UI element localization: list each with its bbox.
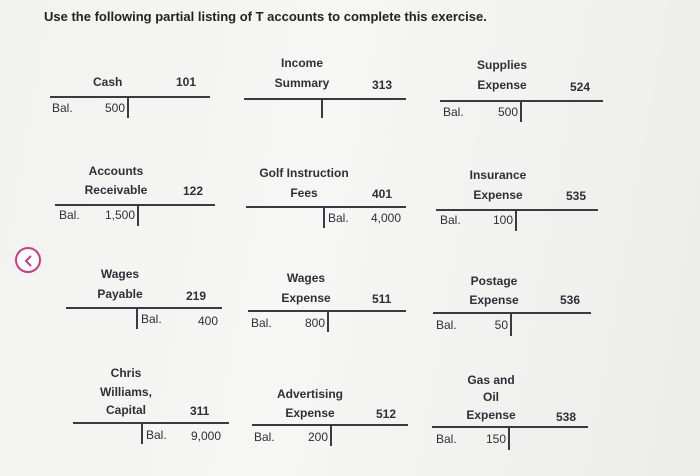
account-name-line3: Capital — [105, 403, 146, 417]
account-name-line1: Advertising — [276, 387, 343, 401]
account-name-line2: Payable — [97, 287, 143, 301]
debit-balance: 50 — [494, 318, 508, 332]
account-name-line2: Expense — [285, 406, 335, 420]
t-account-divider — [520, 100, 522, 122]
account-name-line1: Accounts — [88, 164, 144, 178]
balance-label: Bal. — [141, 312, 162, 326]
account-name-line1: Postage — [470, 274, 518, 288]
t-account-divider — [323, 206, 325, 228]
t-account-divider — [510, 312, 512, 336]
t-account-line — [436, 209, 598, 211]
account-name-line1: Wages — [286, 271, 326, 285]
account-name-line1: Income — [280, 56, 323, 70]
account-name-line1: Supplies — [476, 58, 527, 72]
balance-label: Bal. — [146, 428, 167, 442]
t-account-divider — [137, 204, 139, 226]
t-account-line — [433, 312, 591, 314]
account-number: 524 — [570, 80, 591, 94]
t-account-line — [55, 204, 215, 206]
balance-label: Bal. — [59, 208, 80, 222]
account-name-line1: Wages — [100, 267, 140, 281]
account-number: 401 — [372, 187, 393, 201]
t-account-divider — [136, 307, 138, 329]
balance-label: Bal. — [436, 432, 457, 446]
account-name-line2: Expense — [477, 78, 527, 92]
t-account-line — [66, 307, 222, 309]
t-account-divider — [127, 96, 129, 118]
account-number: 535 — [566, 189, 587, 203]
t-account-line — [73, 422, 229, 424]
balance-label: Bal. — [443, 105, 464, 119]
account-name-line2: Fees — [290, 186, 318, 200]
debit-balance: 200 — [307, 430, 328, 444]
t-account-line — [244, 98, 406, 100]
t-account-divider — [330, 424, 332, 446]
t-account-divider — [141, 422, 143, 444]
account-number: 511 — [372, 292, 392, 306]
balance-label: Bal. — [251, 316, 272, 330]
debit-balance: 500 — [104, 101, 125, 115]
balance-label: Bal. — [254, 430, 275, 444]
t-account-divider — [321, 98, 323, 118]
credit-balance: 400 — [198, 314, 219, 328]
balance-label: Bal. — [52, 101, 73, 115]
debit-balance: 100 — [492, 213, 513, 227]
debit-balance: 1,500 — [104, 208, 135, 222]
chevron-left-icon — [24, 255, 32, 267]
t-account-line — [50, 96, 210, 98]
balance-label: Bal. — [440, 213, 461, 227]
account-name-line1: Insurance — [469, 168, 527, 182]
account-name-line2: Expense — [469, 293, 519, 307]
account-name-line2: Expense — [473, 188, 523, 202]
t-account-line — [432, 426, 588, 428]
account-name-line1: Golf Instruction — [259, 166, 349, 180]
credit-balance: 4,000 — [371, 211, 402, 225]
t-account-divider — [327, 310, 329, 332]
account-name: Cash — [93, 75, 123, 89]
credit-balance: 9,000 — [191, 429, 222, 443]
account-number: 219 — [186, 289, 207, 303]
account-number: 512 — [376, 407, 397, 421]
debit-balance: 150 — [485, 432, 506, 446]
balance-label: Bal. — [436, 318, 457, 332]
account-number: 538 — [556, 410, 577, 424]
account-name-line1: Chris — [110, 366, 142, 380]
back-button[interactable] — [15, 247, 41, 273]
account-name-line2: Expense — [281, 291, 331, 305]
account-name-line2: Oil — [482, 390, 499, 404]
account-number: 122 — [183, 184, 204, 198]
debit-balance: 500 — [497, 105, 518, 119]
account-number: 536 — [560, 293, 581, 307]
account-name-line1: Gas and — [467, 373, 515, 387]
account-name-line2: Williams, — [100, 385, 152, 399]
t-account-divider — [508, 426, 510, 450]
account-number: 101 — [176, 75, 197, 89]
balance-label: Bal. — [328, 211, 349, 225]
account-number: 313 — [372, 78, 393, 92]
t-account-line — [246, 206, 406, 208]
account-name-line3: Expense — [466, 408, 516, 422]
t-account-divider — [515, 209, 517, 231]
account-name-line2: Receivable — [84, 183, 148, 197]
debit-balance: 800 — [304, 316, 325, 330]
account-number: 311 — [190, 404, 210, 418]
account-name-line2: Summary — [274, 76, 330, 90]
instructions: Use the following partial listing of T a… — [44, 9, 487, 24]
